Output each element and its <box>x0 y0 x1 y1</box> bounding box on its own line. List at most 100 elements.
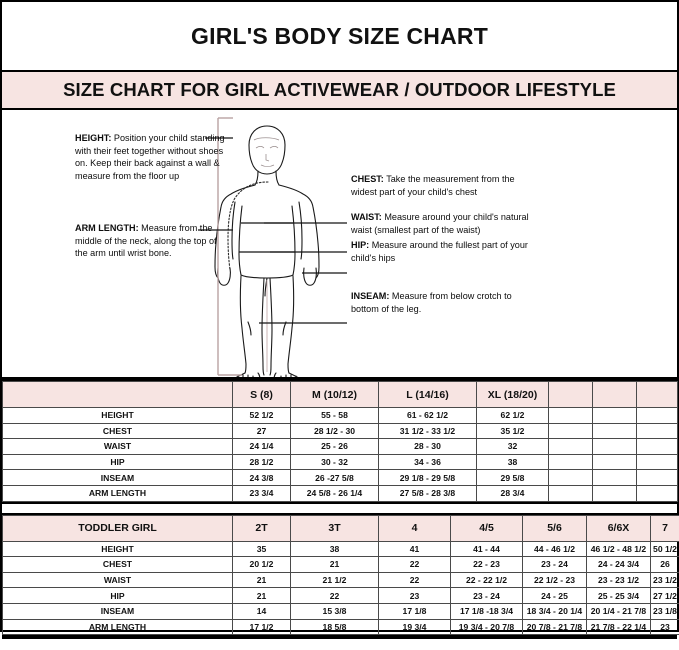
girls-cell-0-2: 61 - 62 1/2 <box>379 408 477 424</box>
toddler-cell-3-6: 27 1/2 <box>651 588 679 604</box>
girls-cell-5-4 <box>549 485 593 501</box>
girls-col-header-1: M (10/12) <box>291 382 379 408</box>
toddler-cell-4-6: 23 1/8 <box>651 603 679 619</box>
girls-cell-4-0: 24 3/8 <box>233 470 291 486</box>
note-inseam-label: INSEAM: <box>351 291 389 301</box>
girls-cell-2-4 <box>549 439 593 455</box>
girls-cell-1-6 <box>637 423 678 439</box>
girls-size-table-wrap: S (8)M (10/12)L (14/16)XL (18/20) HEIGHT… <box>2 379 677 504</box>
girls-cell-5-6 <box>637 485 678 501</box>
toddler-cell-2-6: 23 1/2 <box>651 572 679 588</box>
toddler-corner-cell: TODDLER GIRL <box>3 515 233 541</box>
girls-row-label-4: INSEAM <box>3 470 233 486</box>
table-spacer <box>2 504 677 513</box>
toddler-col-header-1: 3T <box>291 515 379 541</box>
title-band: GIRL'S BODY SIZE CHART <box>2 2 677 72</box>
girls-cell-5-1: 24 5/8 - 26 1/4 <box>291 485 379 501</box>
girls-cell-4-4 <box>549 470 593 486</box>
note-height-label: HEIGHT: <box>75 133 111 143</box>
girls-cell-3-6 <box>637 454 678 470</box>
toddler-cell-1-6: 26 <box>651 557 679 573</box>
girls-cell-1-5 <box>593 423 637 439</box>
face-detail <box>254 138 279 167</box>
toddler-cell-2-2: 22 <box>379 572 451 588</box>
note-inseam: INSEAM: Measure from below crotch to bot… <box>351 290 541 315</box>
note-arm-length-label: ARM LENGTH: <box>75 223 139 233</box>
toddler-cell-0-3: 41 - 44 <box>451 541 523 557</box>
girls-cell-4-3: 29 5/8 <box>477 470 549 486</box>
note-chest-label: CHEST: <box>351 174 384 184</box>
girls-cell-3-2: 34 - 36 <box>379 454 477 470</box>
girls-cell-4-5 <box>593 470 637 486</box>
toddler-row-label-3: HIP <box>3 588 233 604</box>
toddler-cell-4-5: 20 1/4 - 21 7/8 <box>587 603 651 619</box>
toddler-cell-4-0: 14 <box>233 603 291 619</box>
girls-col-header-4 <box>549 382 593 408</box>
girls-cell-5-2: 27 5/8 - 28 3/8 <box>379 485 477 501</box>
girls-cell-1-2: 31 1/2 - 33 1/2 <box>379 423 477 439</box>
note-chest: CHEST: Take the measurement from the wid… <box>351 173 541 198</box>
subtitle-band: SIZE CHART FOR GIRL ACTIVEWEAR / OUTDOOR… <box>2 72 677 110</box>
note-hip-label: HIP: <box>351 240 369 250</box>
girls-cell-5-5 <box>593 485 637 501</box>
toddler-cell-2-1: 21 1/2 <box>291 572 379 588</box>
toddler-cell-2-5: 23 - 23 1/2 <box>587 572 651 588</box>
girls-cell-0-4 <box>549 408 593 424</box>
toddler-row-label-4: INSEAM <box>3 603 233 619</box>
toddler-cell-3-3: 23 - 24 <box>451 588 523 604</box>
girls-cell-1-4 <box>549 423 593 439</box>
girls-corner-cell <box>3 382 233 408</box>
girls-col-header-5 <box>593 382 637 408</box>
toddler-cell-4-4: 18 3/4 - 20 1/4 <box>523 603 587 619</box>
toddler-cell-0-1: 38 <box>291 541 379 557</box>
girls-size-table: S (8)M (10/12)L (14/16)XL (18/20) HEIGHT… <box>2 381 678 502</box>
note-waist-label: WAIST: <box>351 212 382 222</box>
girls-cell-2-2: 28 - 30 <box>379 439 477 455</box>
toddler-cell-1-3: 22 - 23 <box>451 557 523 573</box>
toddler-cell-2-0: 21 <box>233 572 291 588</box>
girls-cell-4-6 <box>637 470 678 486</box>
girls-row-label-2: WAIST <box>3 439 233 455</box>
toddler-col-header-3: 4/5 <box>451 515 523 541</box>
toddler-cell-5-1: 18 5/8 <box>291 619 379 635</box>
toddler-row-label-5: ARM LENGTH <box>3 619 233 635</box>
arm-length-dots <box>228 182 268 270</box>
measure-lines <box>239 223 295 372</box>
toddler-cell-1-1: 21 <box>291 557 379 573</box>
toddler-cell-3-5: 25 - 25 3/4 <box>587 588 651 604</box>
toddler-cell-1-5: 24 - 24 3/4 <box>587 557 651 573</box>
girls-row-label-0: HEIGHT <box>3 408 233 424</box>
toddler-cell-0-6: 50 1/2 <box>651 541 679 557</box>
girls-cell-5-3: 28 3/4 <box>477 485 549 501</box>
toddler-cell-5-2: 19 3/4 <box>379 619 451 635</box>
note-hip-text: Measure around the fullest part of your … <box>351 240 528 263</box>
girls-row-label-1: CHEST <box>3 423 233 439</box>
toddler-cell-2-3: 22 - 22 1/2 <box>451 572 523 588</box>
toddler-cell-3-1: 22 <box>291 588 379 604</box>
girls-cell-2-0: 24 1/4 <box>233 439 291 455</box>
girls-cell-2-1: 25 - 26 <box>291 439 379 455</box>
girls-cell-2-3: 32 <box>477 439 549 455</box>
girls-col-header-0: S (8) <box>233 382 291 408</box>
toddler-cell-5-0: 17 1/2 <box>233 619 291 635</box>
toddler-cell-3-0: 21 <box>233 588 291 604</box>
girls-cell-0-5 <box>593 408 637 424</box>
toddler-cell-0-4: 44 - 46 1/2 <box>523 541 587 557</box>
girls-table-head: S (8)M (10/12)L (14/16)XL (18/20) <box>3 382 678 408</box>
girls-cell-0-1: 55 - 58 <box>291 408 379 424</box>
toddler-col-header-2: 4 <box>379 515 451 541</box>
